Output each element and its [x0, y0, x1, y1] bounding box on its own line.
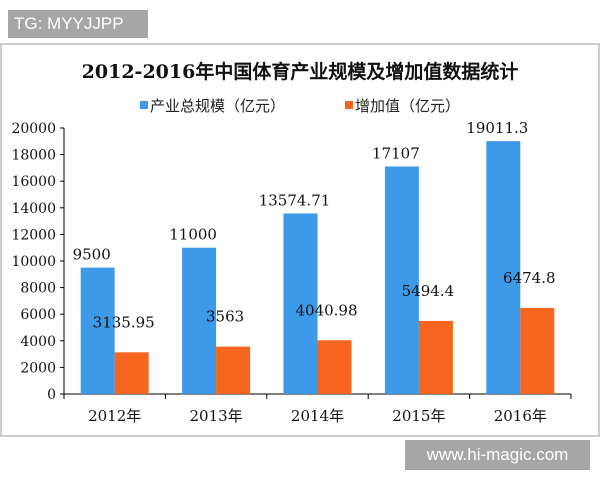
bar	[418, 320, 453, 394]
y-tick-label: 16000	[11, 174, 56, 190]
bar	[283, 213, 318, 394]
tg-watermark: TG: MYYJJPP	[8, 10, 148, 38]
x-tick-label: 2012年	[88, 407, 141, 425]
data-label: 11000	[169, 226, 217, 244]
legend-label: 产业总规模（亿元）	[150, 97, 285, 115]
data-label: 17107	[372, 144, 420, 162]
data-label: 6474.8	[503, 269, 556, 287]
data-label: 3135.95	[93, 313, 155, 331]
legend-swatch	[345, 101, 353, 109]
x-tick-label: 2014年	[291, 407, 344, 425]
data-label: 5494.4	[402, 282, 455, 300]
y-tick-label: 18000	[11, 148, 56, 164]
x-tick-label: 2013年	[190, 407, 243, 425]
site-watermark: www.hi-magic.com	[405, 440, 590, 470]
bar	[216, 346, 251, 394]
bar	[520, 307, 555, 394]
y-tick-label: 0	[47, 387, 56, 403]
chart-title: 2012-2016年中国体育产业规模及增加值数据统计	[82, 60, 519, 83]
y-tick-label: 4000	[20, 334, 56, 350]
bar	[80, 267, 115, 394]
data-label: 13574.71	[259, 191, 331, 209]
bar	[317, 340, 352, 394]
y-tick-label: 10000	[11, 254, 56, 270]
bar	[114, 352, 149, 394]
y-tick-label: 20000	[11, 121, 56, 137]
data-label: 4040.98	[295, 301, 357, 319]
y-tick-label: 14000	[11, 201, 56, 217]
legend: 产业总规模（亿元） 增加值（亿元）	[140, 97, 460, 115]
data-label: 9500	[73, 246, 111, 264]
bar	[182, 247, 217, 394]
y-tick-label: 12000	[11, 227, 56, 243]
axes: 0 2000 4000 6000 8000 10000 12000 14000 16000 180…	[11, 121, 572, 425]
legend-label: 增加值（亿元）	[355, 97, 460, 115]
y-tick-label: 6000	[20, 307, 56, 323]
y-tick-label: 8000	[20, 281, 56, 297]
x-tick-label: 2016年	[494, 407, 547, 425]
bar	[384, 166, 419, 394]
data-label: 19011.3	[466, 119, 528, 137]
y-tick-label: 2000	[20, 360, 56, 376]
legend-swatch	[140, 101, 148, 109]
bars: 9500 3135.95 11000 3563 13574.71 4040.98 17107…	[73, 119, 556, 394]
bar	[486, 141, 521, 394]
data-label: 3563	[206, 308, 244, 326]
x-tick-label: 2015年	[392, 407, 445, 425]
